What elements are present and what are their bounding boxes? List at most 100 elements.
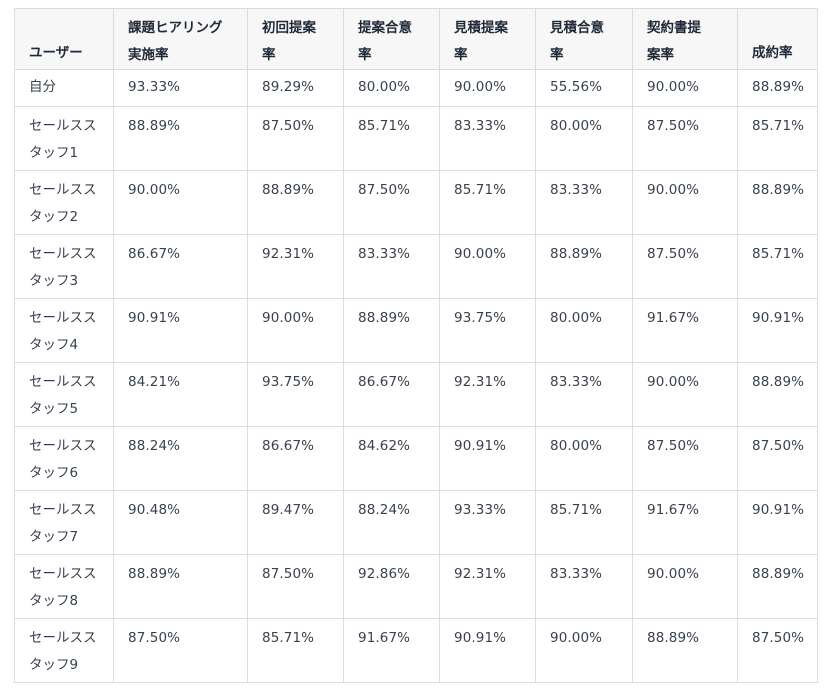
rate-cell: 83.33% [343, 234, 440, 299]
rate-cell: 91.67% [343, 618, 440, 683]
rate-cell: 84.62% [343, 426, 440, 491]
header-user: ユーザー [14, 8, 114, 70]
user-name-line: タッフ6 [29, 465, 79, 481]
user-name-line: タッフ2 [29, 209, 79, 225]
rate-cell: 80.00% [535, 106, 633, 171]
table-row: セールスス タッフ7 90.48% 89.47% 88.24% 93.33% 85.71% 9… [14, 490, 818, 555]
table-row: セールスス タッフ6 88.24% 86.67% 84.62% 90.91% 80.00% 8… [14, 426, 818, 491]
rate-cell: 91.67% [632, 490, 738, 555]
user-cell: セールススタッフ6 [14, 426, 114, 491]
rate-cell: 90.91% [113, 298, 248, 363]
user-name-line: タッフ8 [29, 593, 79, 609]
rate-cell: 87.50% [632, 106, 738, 171]
rate-cell: 91.67% [632, 298, 738, 363]
rate-cell: 93.33% [113, 69, 248, 107]
table-header: ユーザー 課題ヒアリング 実施率 初回提案率提案合意率見積提案率見積合意率契約書提 案率… [14, 8, 818, 70]
table-row: セールスス タッフ2 90.00% 88.89% 87.50% 85.71% 83.33% 9… [14, 170, 818, 235]
rate-cell: 86.67% [113, 234, 248, 299]
user-name-line: セールスス [29, 630, 97, 646]
header-issue-hearing-rate: 課題ヒアリング 実施率 [113, 8, 248, 70]
rate-cell: 80.00% [535, 298, 633, 363]
rate-cell: 88.89% [737, 554, 818, 619]
rate-cell: 87.50% [247, 554, 344, 619]
user-cell: セールスス タッフ9 [14, 618, 114, 683]
user-name-line: セールスス [29, 246, 97, 262]
rate-cell: 88.24% [343, 490, 440, 555]
user-name-line: タッフ7 [29, 529, 79, 545]
table-row: セールスス タッフ9 87.50% 85.71% 91.67% 90.91% 90.00% 8… [14, 618, 818, 683]
rate-cell: 88.89% [247, 170, 344, 235]
rate-cell: 90.00% [113, 170, 248, 235]
user-name-line: タッフ3 [29, 273, 79, 289]
rate-cell: 83.33% [535, 170, 633, 235]
user-name-line: セールスス [29, 438, 97, 454]
rate-cell: 85.71% [247, 618, 344, 683]
user-name-line: セールスス [29, 118, 97, 134]
rate-cell: 83.33% [535, 554, 633, 619]
rate-cell: 89.29% [247, 69, 344, 107]
header-label-line: 課題ヒアリング [128, 20, 223, 36]
rate-cell: 90.00% [439, 234, 536, 299]
rate-cell: 87.50% [247, 106, 344, 171]
user-name-line: タッフ5 [29, 401, 79, 417]
rate-cell: 88.89% [343, 298, 440, 363]
header-estimate-proposal-rate: 見積提案率 [439, 8, 536, 70]
header-contract-proposal-rate: 契約書提 案率 [632, 8, 738, 70]
user-cell: セールススタッフ2 [14, 170, 114, 235]
rate-cell: 87.50% [737, 618, 818, 683]
rate-cell: 87.50% [343, 170, 440, 235]
header-label-line: 見積合意 [550, 20, 604, 36]
header-label-line: 率 [454, 47, 468, 63]
rate-cell: 90.48% [113, 490, 248, 555]
rate-cell: 55.56% [535, 69, 633, 107]
rate-cell: 90.00% [632, 69, 738, 107]
rate-cell: 85.71% [737, 234, 818, 299]
header-label-line: 案率 [647, 47, 674, 63]
user-name-line: セールスス [29, 374, 97, 390]
rate-cell: 87.50% [632, 426, 738, 491]
rate-cell: 85.71% [439, 170, 536, 235]
rate-cell: 87.50% [737, 426, 818, 491]
table-row: セールスス タッフ1 88.89% 87.50% 85.71% 83.33% 80.00% 8… [14, 106, 818, 171]
header-label-line: 契約書提 [647, 20, 701, 36]
rate-cell: 80.00% [343, 69, 440, 107]
rate-cell: 88.89% [113, 106, 248, 171]
table-row: セールスス タッフ8 88.89% 87.50% 92.86% 92.31% 83.33% 9… [14, 554, 818, 619]
user-cell: セールススタッフ3 [14, 234, 114, 299]
table-body: 自分 93.33% 89.29% 80.00% 90.00% 55.56% 90.00% 88… [14, 69, 818, 683]
rate-cell: 85.71% [343, 106, 440, 171]
user-name-line: 自分 [29, 79, 56, 95]
header-label-line: ユーザー [29, 45, 83, 61]
table-row: セールスス タッフ5 84.21% 93.75% 86.67% 92.31% 83.33% 9… [14, 362, 818, 427]
rate-cell: 89.47% [247, 490, 344, 555]
table-row: 自分 93.33% 89.29% 80.00% 90.00% 55.56% 90.00% 88… [14, 69, 818, 107]
user-cell: 自分 [14, 69, 114, 107]
rate-cell: 90.00% [632, 554, 738, 619]
rate-cell: 88.89% [737, 69, 818, 107]
header-label-line: 率 [358, 47, 372, 63]
rate-cell: 88.89% [113, 554, 248, 619]
rate-cell: 93.75% [439, 298, 536, 363]
header-label-line: 率 [262, 47, 276, 63]
rate-cell: 93.33% [439, 490, 536, 555]
rate-cell: 90.00% [535, 618, 633, 683]
header-first-proposal-rate: 初回提案率 [247, 8, 344, 70]
rate-cell: 87.50% [113, 618, 248, 683]
rate-cell: 90.91% [737, 490, 818, 555]
rate-cell: 86.67% [343, 362, 440, 427]
rate-cell: 92.31% [439, 554, 536, 619]
user-name-line: タッフ1 [29, 145, 79, 161]
rate-cell: 90.00% [632, 170, 738, 235]
rate-cell: 88.89% [535, 234, 633, 299]
header-label-line: 実施率 [128, 47, 169, 63]
user-name-line: セールスス [29, 566, 97, 582]
rate-cell: 92.86% [343, 554, 440, 619]
rate-cell: 88.24% [113, 426, 248, 491]
rate-cell: 85.71% [737, 106, 818, 171]
rate-cell: 92.31% [247, 234, 344, 299]
user-name-line: セールスス [29, 182, 97, 198]
user-cell: セールスス タッフ4 [14, 298, 114, 363]
header-estimate-agreement-rate: 見積合意率 [535, 8, 633, 70]
user-cell: セールススタッフ1 [14, 106, 114, 171]
header-proposal-agreement-rate: 提案合意率 [343, 8, 440, 70]
